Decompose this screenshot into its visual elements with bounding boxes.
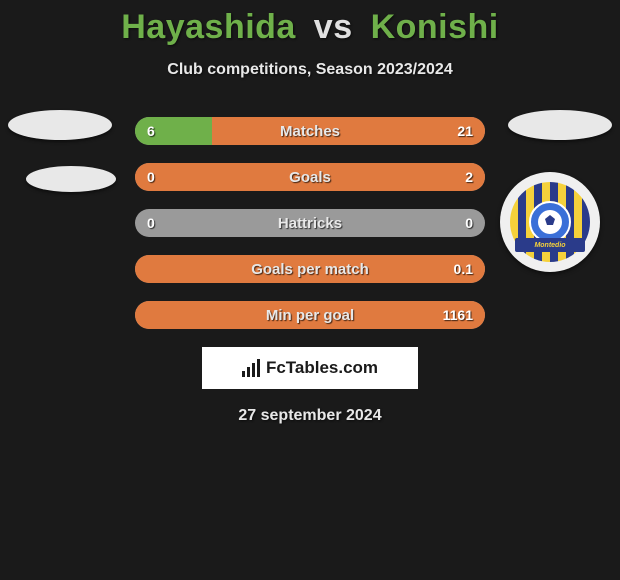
page-title: Hayashida vs Konishi [0,8,620,47]
player2-name: Konishi [371,8,499,46]
stat-bar: Goals per match0.1 [135,255,485,283]
subtitle: Club competitions, Season 2023/2024 [0,61,620,79]
stat-value-left: 0 [147,209,155,237]
date-text: 27 september 2024 [0,407,620,425]
stat-value-right: 1161 [443,301,473,329]
stat-value-right: 2 [465,163,473,191]
bar-chart-icon [242,359,260,377]
brand-text: FcTables.com [266,358,378,378]
brand-box: FcTables.com [202,347,418,389]
stats-bars: Matches621Goals02Hattricks00Goals per ma… [135,117,485,329]
ellipse-icon [508,110,612,140]
stat-label: Matches [135,117,485,145]
stat-value-left: 6 [147,117,155,145]
stat-label: Goals [135,163,485,191]
badge-label: Montedio [515,238,585,252]
player1-logo [8,110,116,192]
comparison-infographic: Hayashida vs Konishi Club competitions, … [0,0,620,425]
stat-value-left: 0 [147,163,155,191]
stat-value-right: 21 [457,117,473,145]
club-badge: Montedio [500,172,600,272]
soccer-ball-icon [537,209,563,235]
player2-logo [508,110,612,140]
stat-bar: Goals0 2 [135,163,485,191]
badge-stripes-icon: Montedio [510,182,590,262]
ellipse-icon [8,110,112,140]
stat-bar: Matches6 21 [135,117,485,145]
badge-ball-icon [529,201,571,243]
stat-label: Min per goal [135,301,485,329]
player1-name: Hayashida [121,8,296,46]
stat-label: Goals per match [135,255,485,283]
stat-value-right: 0 [465,209,473,237]
stat-bar: Hattricks0 0 [135,209,485,237]
ellipse-icon [26,166,116,192]
vs-text: vs [314,8,353,46]
stat-value-right: 0.1 [454,255,473,283]
stat-bar: Min per goal1161 [135,301,485,329]
stat-label: Hattricks [135,209,485,237]
